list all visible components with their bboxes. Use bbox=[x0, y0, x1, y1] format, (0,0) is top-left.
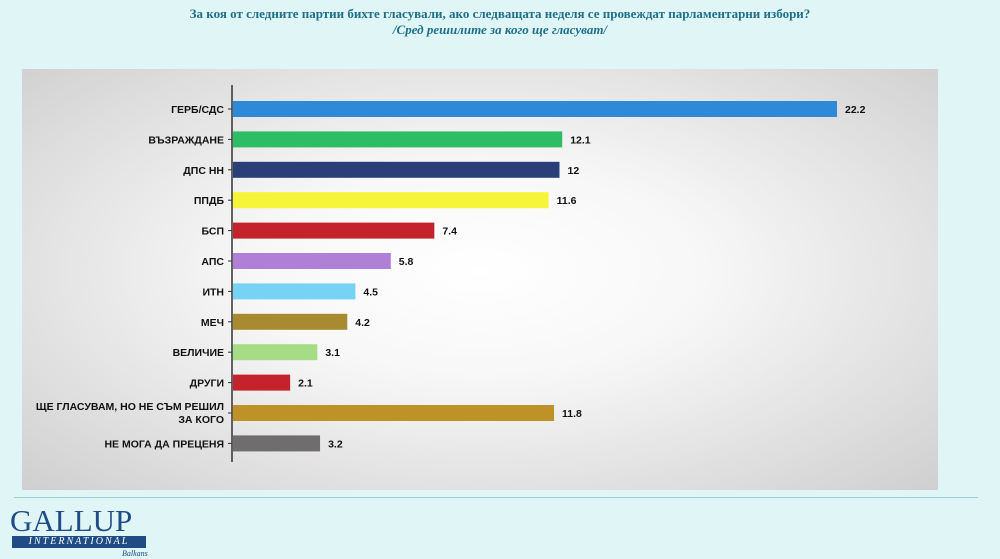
bar bbox=[233, 161, 560, 178]
category-label: НЕ МОГА ДА ПРЕЦЕНЯ bbox=[104, 438, 224, 450]
data-label: 2.1 bbox=[298, 378, 313, 390]
bar bbox=[233, 374, 291, 391]
bar bbox=[233, 283, 356, 300]
bar bbox=[233, 253, 391, 269]
category-label: ДПС НН bbox=[183, 165, 224, 177]
chart-title: За коя от следните партии бихте гласувал… bbox=[189, 6, 811, 21]
logo-subtitle: INTERNATIONAL bbox=[12, 536, 146, 548]
footer-divider bbox=[14, 497, 978, 498]
category-label: МЕЧ bbox=[201, 317, 224, 329]
bar bbox=[233, 344, 318, 361]
bar bbox=[233, 435, 321, 452]
data-label: 12 bbox=[567, 165, 579, 177]
logo-brand: GALLUP bbox=[10, 503, 133, 538]
category-label: ГЕРБ/СДС bbox=[171, 104, 224, 116]
data-label: 5.8 bbox=[399, 256, 414, 268]
data-label: 7.4 bbox=[442, 226, 457, 238]
data-label: 4.2 bbox=[355, 317, 370, 329]
bar bbox=[233, 313, 348, 330]
bar bbox=[233, 405, 555, 421]
category-label: БСП bbox=[201, 226, 224, 238]
category-label: ЩЕ ГЛАСУВАМ, НО НЕ СЪМ РЕШИЛ ЗА КОГО bbox=[36, 401, 224, 426]
category-label: АПС bbox=[201, 256, 224, 268]
category-label: ППДБ bbox=[194, 195, 225, 207]
data-label: 12.1 bbox=[570, 134, 591, 146]
bar bbox=[233, 101, 837, 117]
data-label: 3.1 bbox=[325, 347, 340, 359]
bar bbox=[233, 192, 549, 209]
gallup-logo: GALLUP INTERNATIONAL Balkans bbox=[10, 505, 160, 559]
data-label: 4.5 bbox=[363, 286, 378, 298]
category-label: ВЕЛИЧИЕ bbox=[173, 347, 224, 359]
data-label: 11.6 bbox=[557, 195, 577, 207]
chart-panel: ГЕРБ/СДС 22.2 ВЪЗРАЖДАНЕ 12.1 ДПС НН 12 ППДБ 11… bbox=[22, 69, 938, 490]
bar-chart: ГЕРБ/СДС 22.2 ВЪЗРАЖДАНЕ 12.1 ДПС НН 12 ППДБ 11… bbox=[36, 85, 866, 462]
category-label: ДРУГИ bbox=[190, 378, 224, 390]
logo-region: Balkans bbox=[122, 549, 148, 558]
bar bbox=[233, 131, 563, 148]
data-label: 11.8 bbox=[562, 408, 582, 420]
bar bbox=[233, 222, 435, 239]
category-label: ИТН bbox=[202, 286, 224, 298]
data-label: 22.2 bbox=[845, 104, 866, 116]
category-label: ВЪЗРАЖДАНЕ bbox=[148, 134, 224, 146]
data-label: 3.2 bbox=[328, 438, 343, 450]
chart-subtitle: /Сред решилите за кого ще гласуват/ bbox=[392, 22, 608, 37]
